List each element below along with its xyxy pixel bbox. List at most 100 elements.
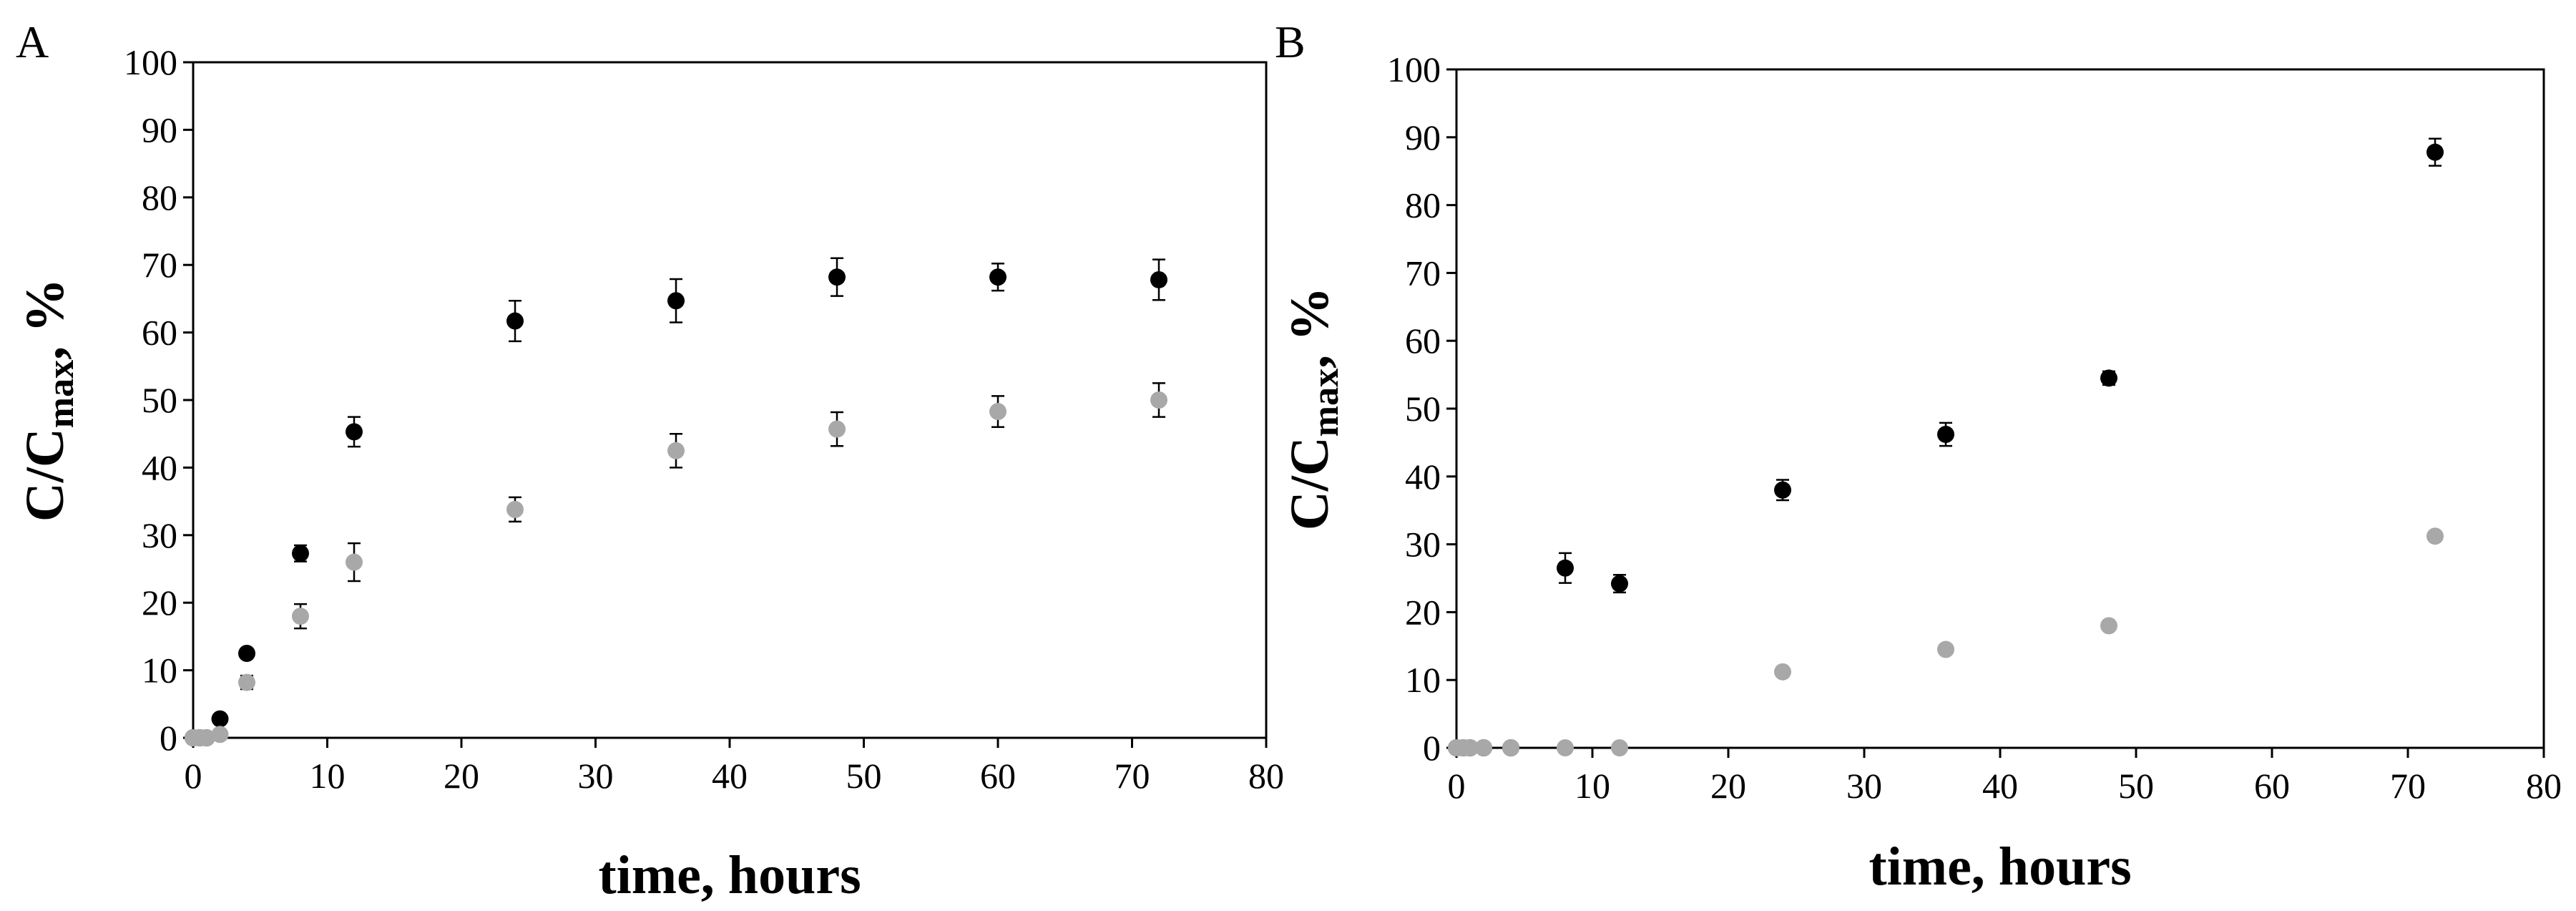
data-point — [2426, 143, 2444, 161]
panel-b-plot-frame — [1455, 68, 2545, 749]
panel-b-data-marks — [1448, 137, 2444, 756]
panel-a-x-axis-title: time, hours — [598, 845, 861, 905]
data-point — [1461, 739, 1479, 756]
data-point — [346, 553, 363, 571]
panel-b-y-tick-label: 20 — [1405, 592, 1441, 632]
panel-b: B 0 10 20 30 40 50 60 70 80 90 100 0 10 20 30 40 50 60 70… — [1275, 16, 2562, 897]
panel-a-y-tick-label: 0 — [160, 718, 177, 758]
panel-a-y-axis-title-tail: , % — [15, 278, 75, 360]
data-point — [2100, 369, 2117, 387]
panel-a-y-tick-label: 90 — [142, 109, 177, 150]
data-point — [1150, 271, 1167, 288]
panel-b-y-tick-label: 60 — [1405, 321, 1441, 361]
data-point — [1557, 739, 1574, 756]
panel-a-x-tick-label: 30 — [578, 756, 614, 796]
panel-b-y-tick-label: 30 — [1405, 525, 1441, 565]
data-point — [1937, 640, 1954, 658]
panel-a-series-2 — [185, 382, 1167, 746]
panel-b-x-tick-label: 80 — [2526, 766, 2562, 806]
data-point — [211, 726, 229, 744]
panel-a-y-axis-title-subscript: max — [41, 360, 82, 428]
panel-b-x-tick-label: 20 — [1710, 766, 1746, 806]
data-point — [828, 268, 846, 286]
data-point — [238, 645, 255, 662]
panel-a-y-tick-label: 70 — [142, 245, 177, 285]
panel-a-data-marks — [185, 257, 1167, 746]
data-point — [197, 729, 215, 746]
panel-b-y-axis-title-main: C/C — [1280, 437, 1340, 530]
data-point — [1611, 739, 1628, 756]
data-point — [211, 710, 229, 728]
panel-b-y-axis-title: C/Cmax, % — [1280, 287, 1346, 530]
panel-b-y-tick-label: 40 — [1405, 457, 1441, 497]
data-point — [506, 500, 524, 518]
panel-b-x-tick-label: 70 — [2390, 766, 2426, 806]
panel-a-x-tick-label: 60 — [980, 756, 1016, 796]
panel-b-y-tick-label: 100 — [1387, 49, 1441, 89]
data-point — [1557, 559, 1574, 577]
data-point — [1475, 739, 1492, 756]
data-point — [2426, 527, 2444, 545]
panel-b-label: B — [1275, 16, 1306, 67]
panel-b-x-axis-title: time, hours — [1869, 837, 2131, 897]
panel-a-y-tick-label: 50 — [142, 380, 177, 420]
panel-a-plot-frame — [192, 61, 1268, 739]
panel-a-y-ticks: 0 10 20 30 40 50 60 70 80 90 100 — [124, 42, 193, 758]
panel-a: A 0 10 20 30 40 50 60 70 80 90 100 0 10 20 30 40 50 60 70… — [15, 16, 1284, 905]
panel-b-y-axis-title-tail: , % — [1280, 287, 1340, 369]
panel-a-y-tick-label: 20 — [142, 583, 177, 623]
panel-a-x-ticks: 0 10 20 30 40 50 60 70 80 — [185, 738, 1284, 796]
panel-a-x-tick-label: 50 — [846, 756, 882, 796]
panel-b-series-2 — [1448, 527, 2444, 756]
panel-b-x-ticks: 0 10 20 30 40 50 60 70 80 — [1448, 748, 2562, 806]
panel-a-y-tick-label: 80 — [142, 177, 177, 218]
data-point — [989, 403, 1007, 421]
panel-a-y-tick-label: 40 — [142, 447, 177, 487]
panel-b-y-axis-title-subscript: max — [1306, 369, 1346, 437]
panel-a-x-tick-label: 40 — [712, 756, 748, 796]
data-point — [1150, 391, 1167, 409]
panel-a-x-tick-label: 0 — [185, 756, 202, 796]
panel-a-series-1 — [185, 257, 1167, 746]
panel-b-x-tick-label: 50 — [2118, 766, 2154, 806]
data-point — [292, 608, 309, 625]
data-point — [989, 268, 1007, 286]
panel-a-y-axis-title-main: C/C — [15, 428, 75, 522]
panel-a-y-tick-label: 30 — [142, 515, 177, 555]
panel-b-series-1 — [1448, 137, 2444, 756]
panel-b-y-tick-label: 10 — [1405, 660, 1441, 700]
panel-b-y-tick-label: 50 — [1405, 389, 1441, 429]
panel-a-label: A — [16, 16, 49, 67]
panel-b-y-tick-label: 70 — [1405, 253, 1441, 293]
data-point — [292, 545, 309, 562]
data-point — [1502, 739, 1519, 756]
panel-b-y-ticks: 0 10 20 30 40 50 60 70 80 90 100 — [1387, 49, 1456, 768]
panel-b-x-tick-label: 60 — [2254, 766, 2290, 806]
panel-a-y-tick-label: 60 — [142, 313, 177, 353]
panel-b-y-tick-label: 0 — [1423, 728, 1441, 768]
panel-b-y-tick-label: 80 — [1405, 185, 1441, 225]
data-point — [346, 423, 363, 441]
panel-a-y-tick-label: 10 — [142, 651, 177, 691]
data-point — [1937, 426, 1954, 444]
data-point — [1611, 575, 1628, 593]
panel-b-x-tick-label: 40 — [1982, 766, 2018, 806]
panel-a-x-tick-label: 80 — [1248, 756, 1284, 796]
panel-b-x-tick-label: 10 — [1575, 766, 1610, 806]
data-point — [667, 442, 685, 459]
panel-a-x-tick-label: 10 — [310, 756, 346, 796]
data-point — [1774, 663, 1791, 681]
panel-a-x-tick-label: 70 — [1115, 756, 1150, 796]
panel-b-x-tick-label: 30 — [1846, 766, 1882, 806]
data-point — [667, 292, 685, 310]
data-point — [828, 420, 846, 438]
data-point — [506, 312, 524, 330]
data-point — [2100, 617, 2117, 635]
data-point — [238, 673, 255, 691]
panel-a-y-tick-label: 100 — [124, 42, 177, 82]
panel-a-y-axis-title: C/Cmax, % — [15, 278, 82, 522]
panel-a-x-tick-label: 20 — [444, 756, 479, 796]
panel-b-x-tick-label: 0 — [1448, 766, 1466, 806]
data-point — [1774, 481, 1791, 499]
